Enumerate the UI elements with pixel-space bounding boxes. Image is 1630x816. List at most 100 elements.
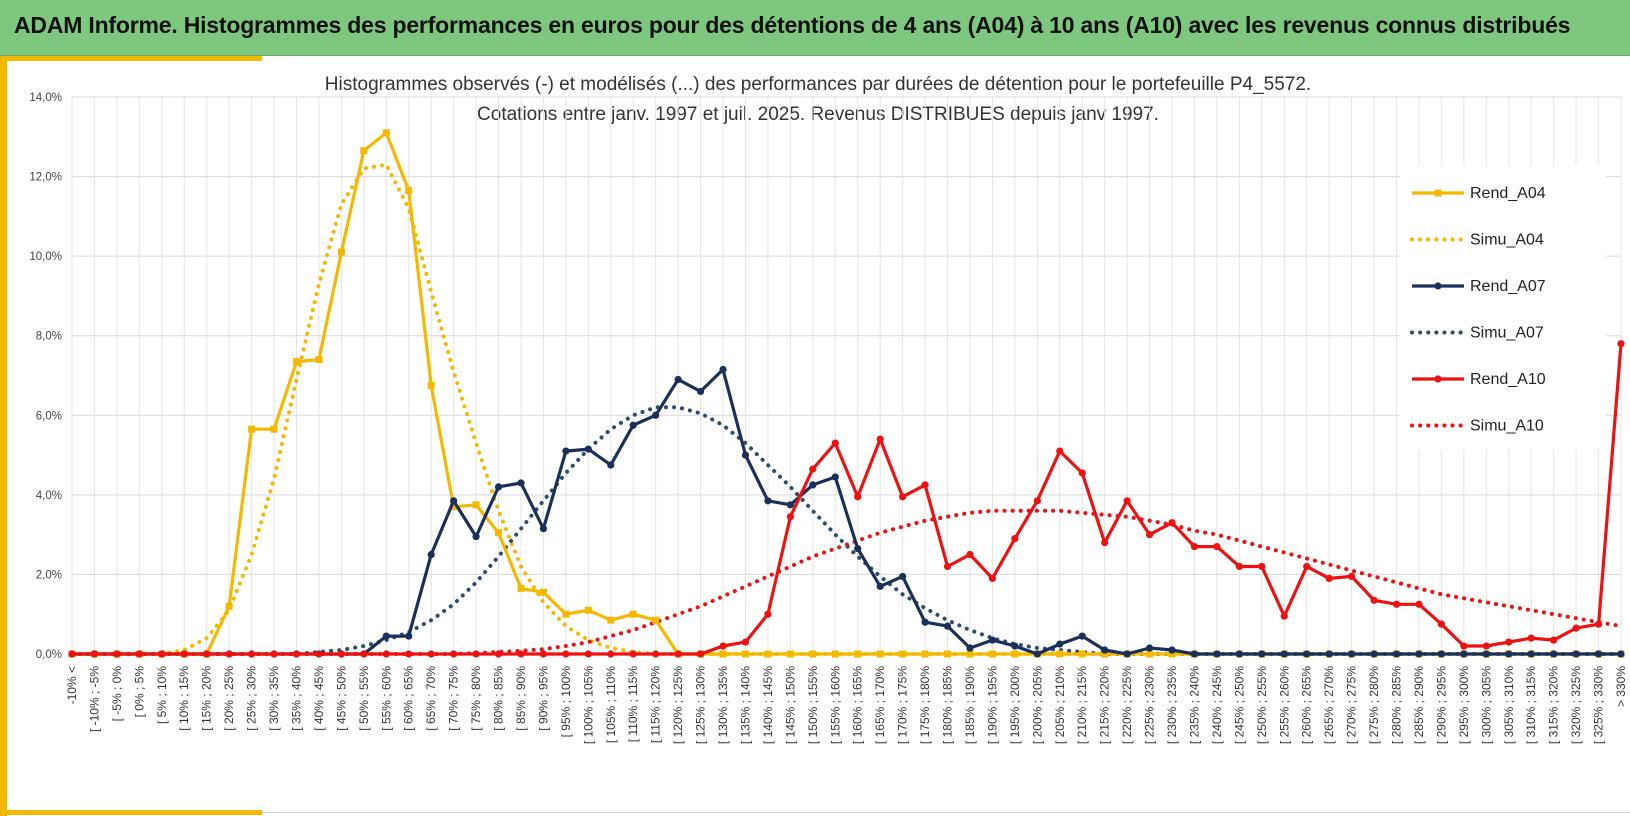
data-point <box>472 501 480 509</box>
legend-item-Simu_A07: Simu_A07 <box>1410 325 1544 342</box>
data-point <box>1437 650 1446 658</box>
data-point <box>988 574 997 583</box>
legend-item-Rend_A04: Rend_A04 <box>1412 185 1546 202</box>
data-point <box>809 650 817 658</box>
frame-accent-bottom <box>0 810 262 815</box>
data-point <box>1168 646 1176 654</box>
data-point <box>517 479 525 487</box>
data-point <box>584 606 592 614</box>
y-tick-label: 12,0% <box>29 172 62 184</box>
x-tick-label: [ 315% ; 320% <box>1547 666 1561 744</box>
data-point <box>427 650 435 658</box>
x-tick-label: [ 290% ; 295% <box>1434 666 1448 744</box>
series-line <box>70 162 1623 656</box>
legend-label: Rend_A04 <box>1470 185 1546 202</box>
data-point <box>1594 620 1603 628</box>
data-point <box>1258 562 1266 571</box>
data-point <box>1056 640 1064 648</box>
x-tick-label: [ 0% ; 5% <box>132 666 146 718</box>
data-point <box>495 529 503 537</box>
data-point <box>1056 650 1064 658</box>
data-point <box>135 650 143 658</box>
data-point <box>1213 542 1221 551</box>
data-point <box>1415 650 1423 658</box>
data-point <box>1101 650 1109 658</box>
x-tick-label: [ 265% ; 270% <box>1322 666 1336 744</box>
data-point <box>1550 636 1558 644</box>
x-tick-label: [ 70% ; 75% <box>447 666 461 731</box>
x-tick-label: [ 245% ; 250% <box>1232 666 1246 744</box>
frame-accent-left <box>0 56 7 816</box>
data-point <box>180 650 188 658</box>
data-point <box>562 447 570 455</box>
data-point <box>629 610 637 618</box>
data-point <box>1617 340 1625 348</box>
data-point <box>405 632 413 640</box>
legend-label: Simu_A10 <box>1470 418 1544 435</box>
data-point <box>966 650 974 658</box>
legend-marker <box>1434 375 1442 383</box>
data-point <box>1415 600 1423 608</box>
data-point <box>450 497 458 505</box>
x-tick-label: [ 225% ; 230% <box>1143 666 1157 744</box>
data-point <box>225 602 233 610</box>
data-point <box>1235 562 1243 571</box>
page-banner: ADAM Informe. Histogrammes des performan… <box>0 0 1630 56</box>
y-tick-label: 10,0% <box>29 251 62 263</box>
x-tick-label: [ 100% ; 105% <box>581 666 595 744</box>
x-tick-label: [ 95% ; 100% <box>559 666 573 738</box>
data-point <box>988 650 996 658</box>
data-point <box>719 642 727 650</box>
data-point <box>517 650 525 658</box>
x-tick-label: [ 115% ; 120% <box>649 666 663 743</box>
data-point <box>1123 497 1131 505</box>
data-point <box>248 425 256 433</box>
frame-accent-top <box>0 56 262 61</box>
data-point <box>764 650 772 658</box>
x-tick-label: [ 310% ; 315% <box>1524 666 1538 744</box>
data-point <box>741 650 749 658</box>
data-point <box>1190 650 1199 658</box>
data-point <box>1033 650 1041 658</box>
x-tick-label: [ 40% ; 45% <box>312 666 326 731</box>
data-point <box>764 497 772 505</box>
x-tick-label: [ 145% ; 150% <box>783 666 797 744</box>
data-point <box>1370 650 1378 658</box>
series-Rend_A07 <box>68 365 1625 658</box>
data-point <box>1280 612 1288 620</box>
data-point <box>90 650 99 658</box>
data-point <box>405 650 413 658</box>
x-tick-label: [ 140% ; 145% <box>761 666 775 744</box>
data-point <box>1325 574 1333 583</box>
data-point <box>831 439 839 447</box>
x-tick-label: [ 170% ; 175% <box>896 666 910 744</box>
x-tick-label: [ 195% ; 200% <box>1008 666 1022 744</box>
data-point <box>854 650 862 658</box>
data-point <box>360 650 368 658</box>
data-point <box>1056 447 1064 455</box>
data-point <box>405 186 413 194</box>
data-point <box>1213 650 1221 658</box>
series-line <box>72 367 1621 656</box>
data-point <box>629 650 637 658</box>
series-Rend_A04 <box>68 129 1625 658</box>
x-tick-label: [ 135% ; 140% <box>738 666 752 744</box>
data-point <box>988 636 997 644</box>
series-line <box>70 405 1623 656</box>
x-tick-label: [ 210% ; 215% <box>1075 666 1089 744</box>
data-point <box>247 650 256 658</box>
legend-label: Rend_A10 <box>1470 371 1546 388</box>
data-point <box>831 650 839 658</box>
data-point <box>809 481 817 489</box>
chart-title-line-2: Cotations entre janv. 1997 et juil. 2025… <box>477 104 1159 125</box>
series <box>68 129 1625 658</box>
data-point <box>652 411 660 419</box>
data-point <box>854 544 862 553</box>
series-line <box>72 343 1623 656</box>
x-tick-label: [ 75% ; 80% <box>469 666 483 731</box>
series-Simu_A10 <box>70 508 1623 656</box>
chart-title-line-1: Histogrammes observés (-) et modélisés (… <box>325 74 1311 95</box>
data-point <box>876 582 884 590</box>
data-point <box>696 387 705 396</box>
data-point <box>1011 650 1019 658</box>
